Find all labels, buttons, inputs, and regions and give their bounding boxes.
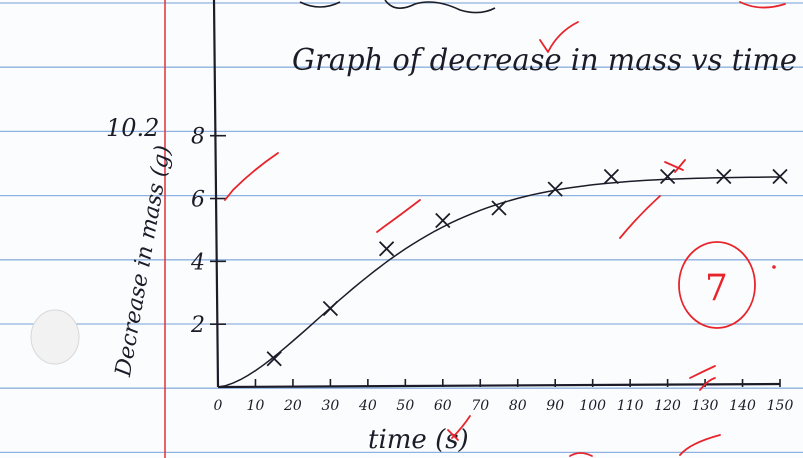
chart-title: Graph of decrease in mass vs time — [292, 43, 797, 78]
red-tick-mark — [689, 365, 716, 391]
red-tick-mark — [224, 152, 279, 201]
red-slash-mark — [619, 195, 661, 239]
y-tick-label: 8 — [191, 125, 205, 150]
x-tick-label: 150 — [767, 398, 794, 414]
x-axis-label: time (s) — [368, 425, 469, 455]
red-tick-mark — [376, 199, 421, 233]
punch-hole — [30, 309, 80, 365]
score-mark: 7 — [705, 268, 728, 309]
top-red-scribble — [739, 1, 786, 9]
x-tick-label: 140 — [729, 398, 756, 414]
y-tick-label: 4 — [190, 250, 205, 275]
axes — [212, 0, 781, 389]
data-point — [378, 241, 395, 257]
data-point — [435, 212, 451, 229]
data-point — [322, 300, 339, 317]
x-tick-label: 10 — [247, 398, 265, 414]
x-tick-label: 30 — [321, 398, 339, 414]
x-tick-label: 40 — [358, 398, 377, 414]
x-tick-label: 130 — [692, 398, 719, 414]
x-tick-label: 90 — [546, 398, 564, 414]
data-point — [659, 168, 676, 185]
y-tick-label: 2 — [190, 313, 205, 338]
data-point — [491, 200, 507, 216]
x-tick-label: 20 — [283, 398, 302, 414]
red-marks: 7 — [224, 21, 776, 457]
x-tick-label: 120 — [654, 398, 681, 414]
x-tick-label: 50 — [396, 398, 414, 414]
score-circle — [678, 241, 756, 329]
x-tick-label: 110 — [617, 398, 644, 414]
y-tick-label: 6 — [191, 188, 205, 213]
data-point — [603, 168, 620, 185]
x-tick-label: 100 — [579, 398, 606, 414]
data-point — [266, 351, 282, 367]
x-tick-label: 70 — [471, 398, 489, 414]
x-tick-label: 60 — [434, 398, 452, 414]
extra-label: 10.2 — [106, 114, 159, 142]
data-point — [547, 181, 563, 197]
red-cross-mark — [664, 159, 686, 173]
best-fit-curve — [217, 176, 780, 388]
x-axis-line — [217, 382, 781, 389]
x-tick-label: 0 — [214, 398, 223, 414]
x-tick-label: 80 — [509, 398, 527, 414]
top-scribble — [299, 0, 496, 14]
data-point — [772, 168, 788, 185]
red-tick-mark — [539, 21, 579, 53]
red-tick-mark — [447, 415, 471, 441]
y-axis-label: Decrease in mass (g) — [111, 144, 176, 380]
red-scribble — [569, 434, 721, 457]
data-point — [716, 168, 732, 185]
red-dot — [772, 265, 776, 269]
y-axis-line — [212, 0, 220, 388]
